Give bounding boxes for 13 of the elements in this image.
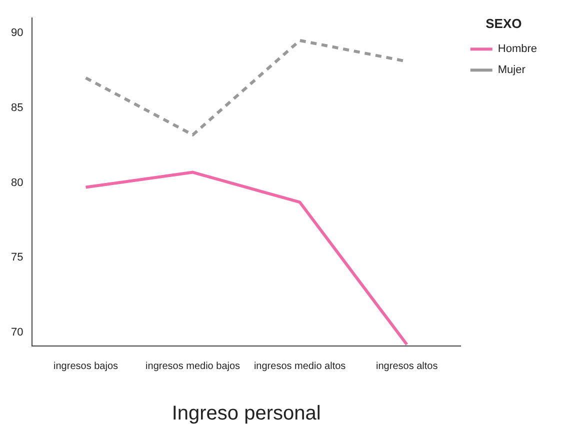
legend-label: Mujer	[498, 64, 526, 76]
y-tick-label: 80	[10, 176, 24, 189]
y-tick-label: 90	[10, 27, 24, 40]
x-tick-label: ingresos medio altos	[254, 360, 346, 372]
x-tick-label: ingresos medio bajos	[146, 360, 240, 372]
x-tick-label: ingresos bajos	[54, 360, 118, 372]
legend-label: Hombre	[498, 43, 537, 56]
y-tick-label: 75	[10, 252, 24, 264]
legend-title: SEXO	[486, 16, 522, 32]
x-tick-label: ingresos altos	[376, 360, 438, 372]
y-tick-label: 70	[10, 326, 24, 339]
x-axis-title: Ingreso personal	[172, 402, 321, 425]
y-tick-label: 85	[10, 102, 24, 114]
